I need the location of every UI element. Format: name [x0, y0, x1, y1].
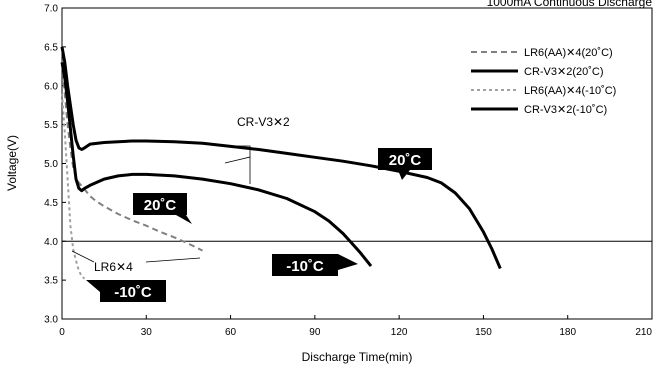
- badge-lr6-20c: 20˚C: [133, 193, 192, 224]
- x-axis-ticks: 0 30 60 90 120 150 180 210: [59, 315, 653, 338]
- series-layer: [60, 46, 502, 280]
- badge-pointer: [338, 254, 358, 270]
- series-line-1: [60, 46, 502, 270]
- x-tick-label: 0: [59, 327, 65, 338]
- legend: LR6(AA)✕4(20˚C) CR-V3✕2(20˚C) LR6(AA)✕4(-1…: [471, 47, 616, 116]
- x-tick-label: 180: [559, 327, 576, 338]
- x-tick-label: 90: [309, 327, 321, 338]
- series-line-0: [61, 62, 203, 252]
- chart-title: 1000mA Continuous Discharge: [487, 0, 653, 9]
- y-tick-label: 5.5: [44, 120, 58, 131]
- badge-pointer: [398, 170, 410, 180]
- x-tick-label: 120: [391, 327, 408, 338]
- y-tick-label: 6.0: [44, 81, 58, 92]
- badge-text: -10˚C: [114, 284, 152, 301]
- y-tick-label: 3.0: [44, 315, 58, 326]
- x-tick-label: 60: [225, 327, 237, 338]
- lr6-leader-left: [71, 250, 95, 263]
- x-axis-title: Discharge Time(min): [302, 350, 413, 364]
- annotation-leaders: [71, 145, 251, 263]
- y-tick-label: 6.5: [44, 42, 58, 53]
- badge-text: -10˚C: [286, 258, 324, 275]
- legend-label: LR6(AA)✕4(-10˚C): [524, 85, 616, 97]
- y-tick-label: 7.0: [44, 4, 58, 15]
- series-line-3: [60, 62, 373, 268]
- badge-lr6-minus10c: -10˚C: [86, 280, 166, 302]
- badge-bg: [272, 254, 338, 276]
- badge-text: 20˚C: [144, 197, 177, 214]
- y-tick-label: 4.5: [44, 198, 58, 209]
- y-tick-label: 4.0: [44, 237, 58, 248]
- series-line-2: [61, 93, 86, 280]
- y-tick-label: 5.0: [44, 159, 58, 170]
- annotation-cr-v3: CR-V3✕2: [237, 115, 290, 129]
- y-tick-label: 3.5: [44, 276, 58, 287]
- legend-label: CR-V3✕2(-10˚C): [524, 104, 607, 116]
- badge-cr-v3-minus10c: -10˚C: [272, 254, 358, 276]
- x-tick-label: 30: [141, 327, 153, 338]
- badge-pointer: [176, 215, 192, 224]
- badge-text: 20˚C: [389, 152, 422, 169]
- badge-bg: [100, 280, 166, 302]
- x-tick-label: 210: [635, 327, 652, 338]
- x-tick-label: 150: [475, 327, 492, 338]
- lr6-leader-right: [145, 257, 201, 263]
- badge-bg: [133, 193, 187, 215]
- legend-label: CR-V3✕2(20˚C): [524, 66, 604, 78]
- badge-cr-v3-20c: 20˚C: [378, 148, 432, 180]
- legend-label: LR6(AA)✕4(20˚C): [524, 47, 613, 59]
- annotation-lr6: LR6✕4: [94, 260, 133, 274]
- cr-v3-leader-upper: [224, 145, 251, 164]
- y-axis-title: Voltage(V): [5, 135, 19, 191]
- badge-bg: [378, 148, 432, 170]
- badge-pointer: [86, 280, 100, 292]
